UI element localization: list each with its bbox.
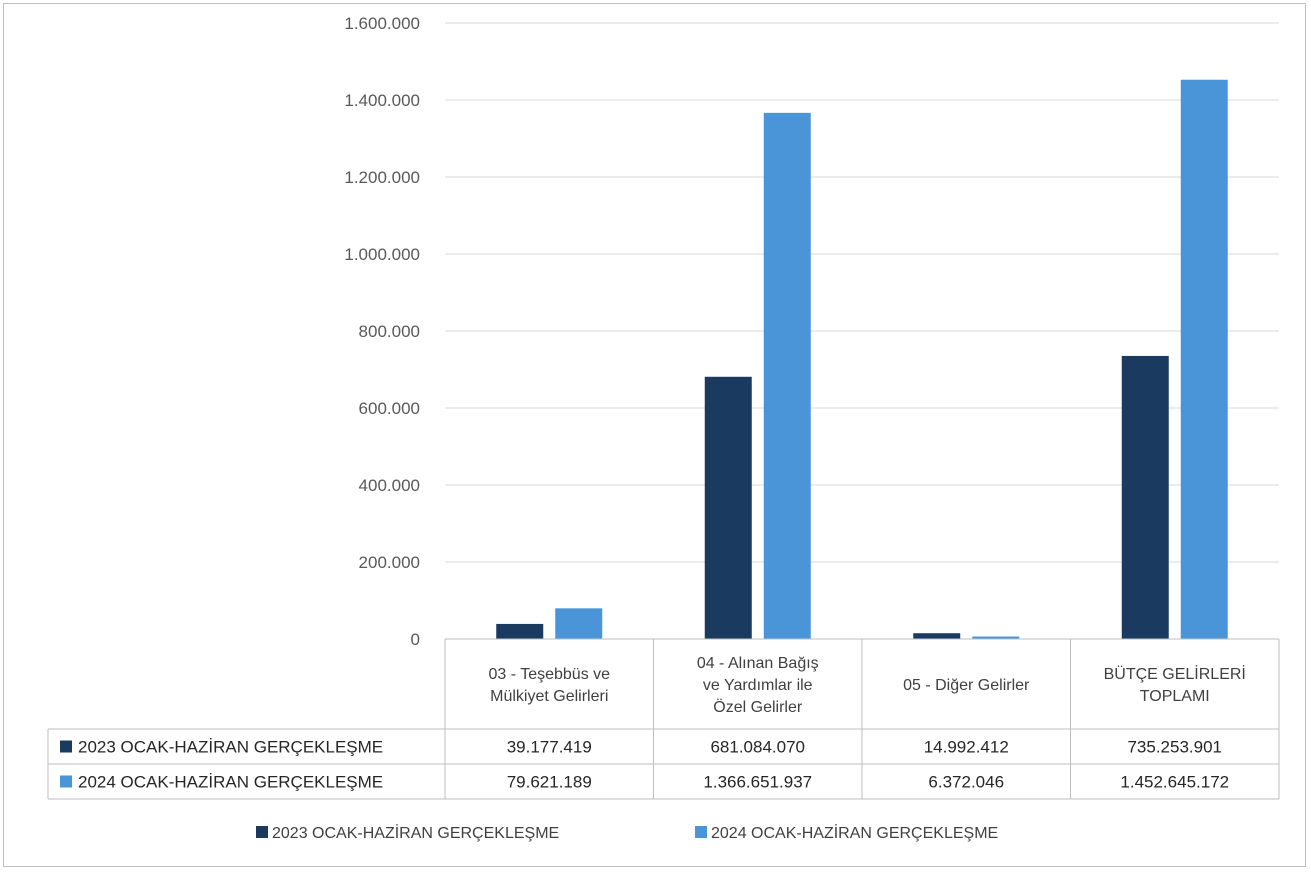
table-series-name: 2023 OCAK-HAZİRAN GERÇEKLEŞME (78, 738, 383, 757)
legend-key (695, 826, 707, 838)
table-series-name: 2024 OCAK-HAZİRAN GERÇEKLEŞME (78, 773, 383, 792)
y-tick-label: 1.200.000 (344, 168, 420, 187)
category-label: Mülkiyet Gelirleri (490, 688, 608, 705)
data-label: 1.452.645.172 (1120, 773, 1229, 792)
data-label: 79.621.189 (507, 773, 592, 792)
legend-label: 2023 OCAK-HAZİRAN GERÇEKLEŞME (272, 823, 559, 842)
y-tick-label: 0 (411, 630, 420, 649)
category-label: TOPLAMI (1140, 688, 1210, 705)
bar (1121, 355, 1169, 639)
y-tick-label: 1.400.000 (344, 91, 420, 110)
data-label: 39.177.419 (507, 738, 592, 757)
y-tick-label: 1.600.000 (344, 14, 420, 33)
bar (704, 376, 752, 639)
category-label: 03 - Teşebbüs ve (488, 666, 610, 683)
data-label: 1.366.651.937 (703, 773, 812, 792)
y-tick-label: 600.000 (359, 399, 420, 418)
table-legend-key (60, 740, 72, 753)
data-label: 14.992.412 (924, 738, 1009, 757)
category-label: ve Yardımlar ile (703, 677, 813, 694)
data-table: 03 - Teşebbüs ve Mülkiyet Gelirleri 04 - A… (47, 638, 1280, 800)
table-legend-key (60, 775, 72, 788)
y-tick-label: 200.000 (359, 553, 420, 572)
y-axis: 0 200.000 400.000 600.000 800.000 1.000.000 1.… (344, 14, 420, 649)
bar (496, 623, 544, 639)
legend-key (256, 826, 268, 838)
bar (972, 636, 1020, 639)
data-label: 6.372.046 (928, 773, 1004, 792)
legend: 2023 OCAK-HAZİRAN GERÇEKLEŞME 2024 OCAK-H… (256, 823, 998, 842)
legend-label: 2024 OCAK-HAZİRAN GERÇEKLEŞME (711, 823, 998, 842)
category-label: Özel Gelirler (713, 698, 803, 716)
bar (763, 112, 811, 640)
category-label: 04 - Alınan Bağış (697, 655, 819, 672)
chart-frame (3, 3, 1306, 867)
category-label: BÜTÇE GELİRLERİ (1104, 664, 1246, 683)
y-tick-label: 1.000.000 (344, 245, 420, 264)
data-label: 681.084.070 (710, 738, 805, 757)
bar (913, 633, 961, 639)
bar (555, 608, 603, 639)
bar (1180, 79, 1228, 639)
y-tick-label: 800.000 (359, 322, 420, 341)
bars (496, 79, 1228, 640)
y-tick-label: 400.000 (359, 476, 420, 495)
data-label: 735.253.901 (1127, 738, 1222, 757)
category-label: 05 - Diğer Gelirler (903, 677, 1030, 694)
